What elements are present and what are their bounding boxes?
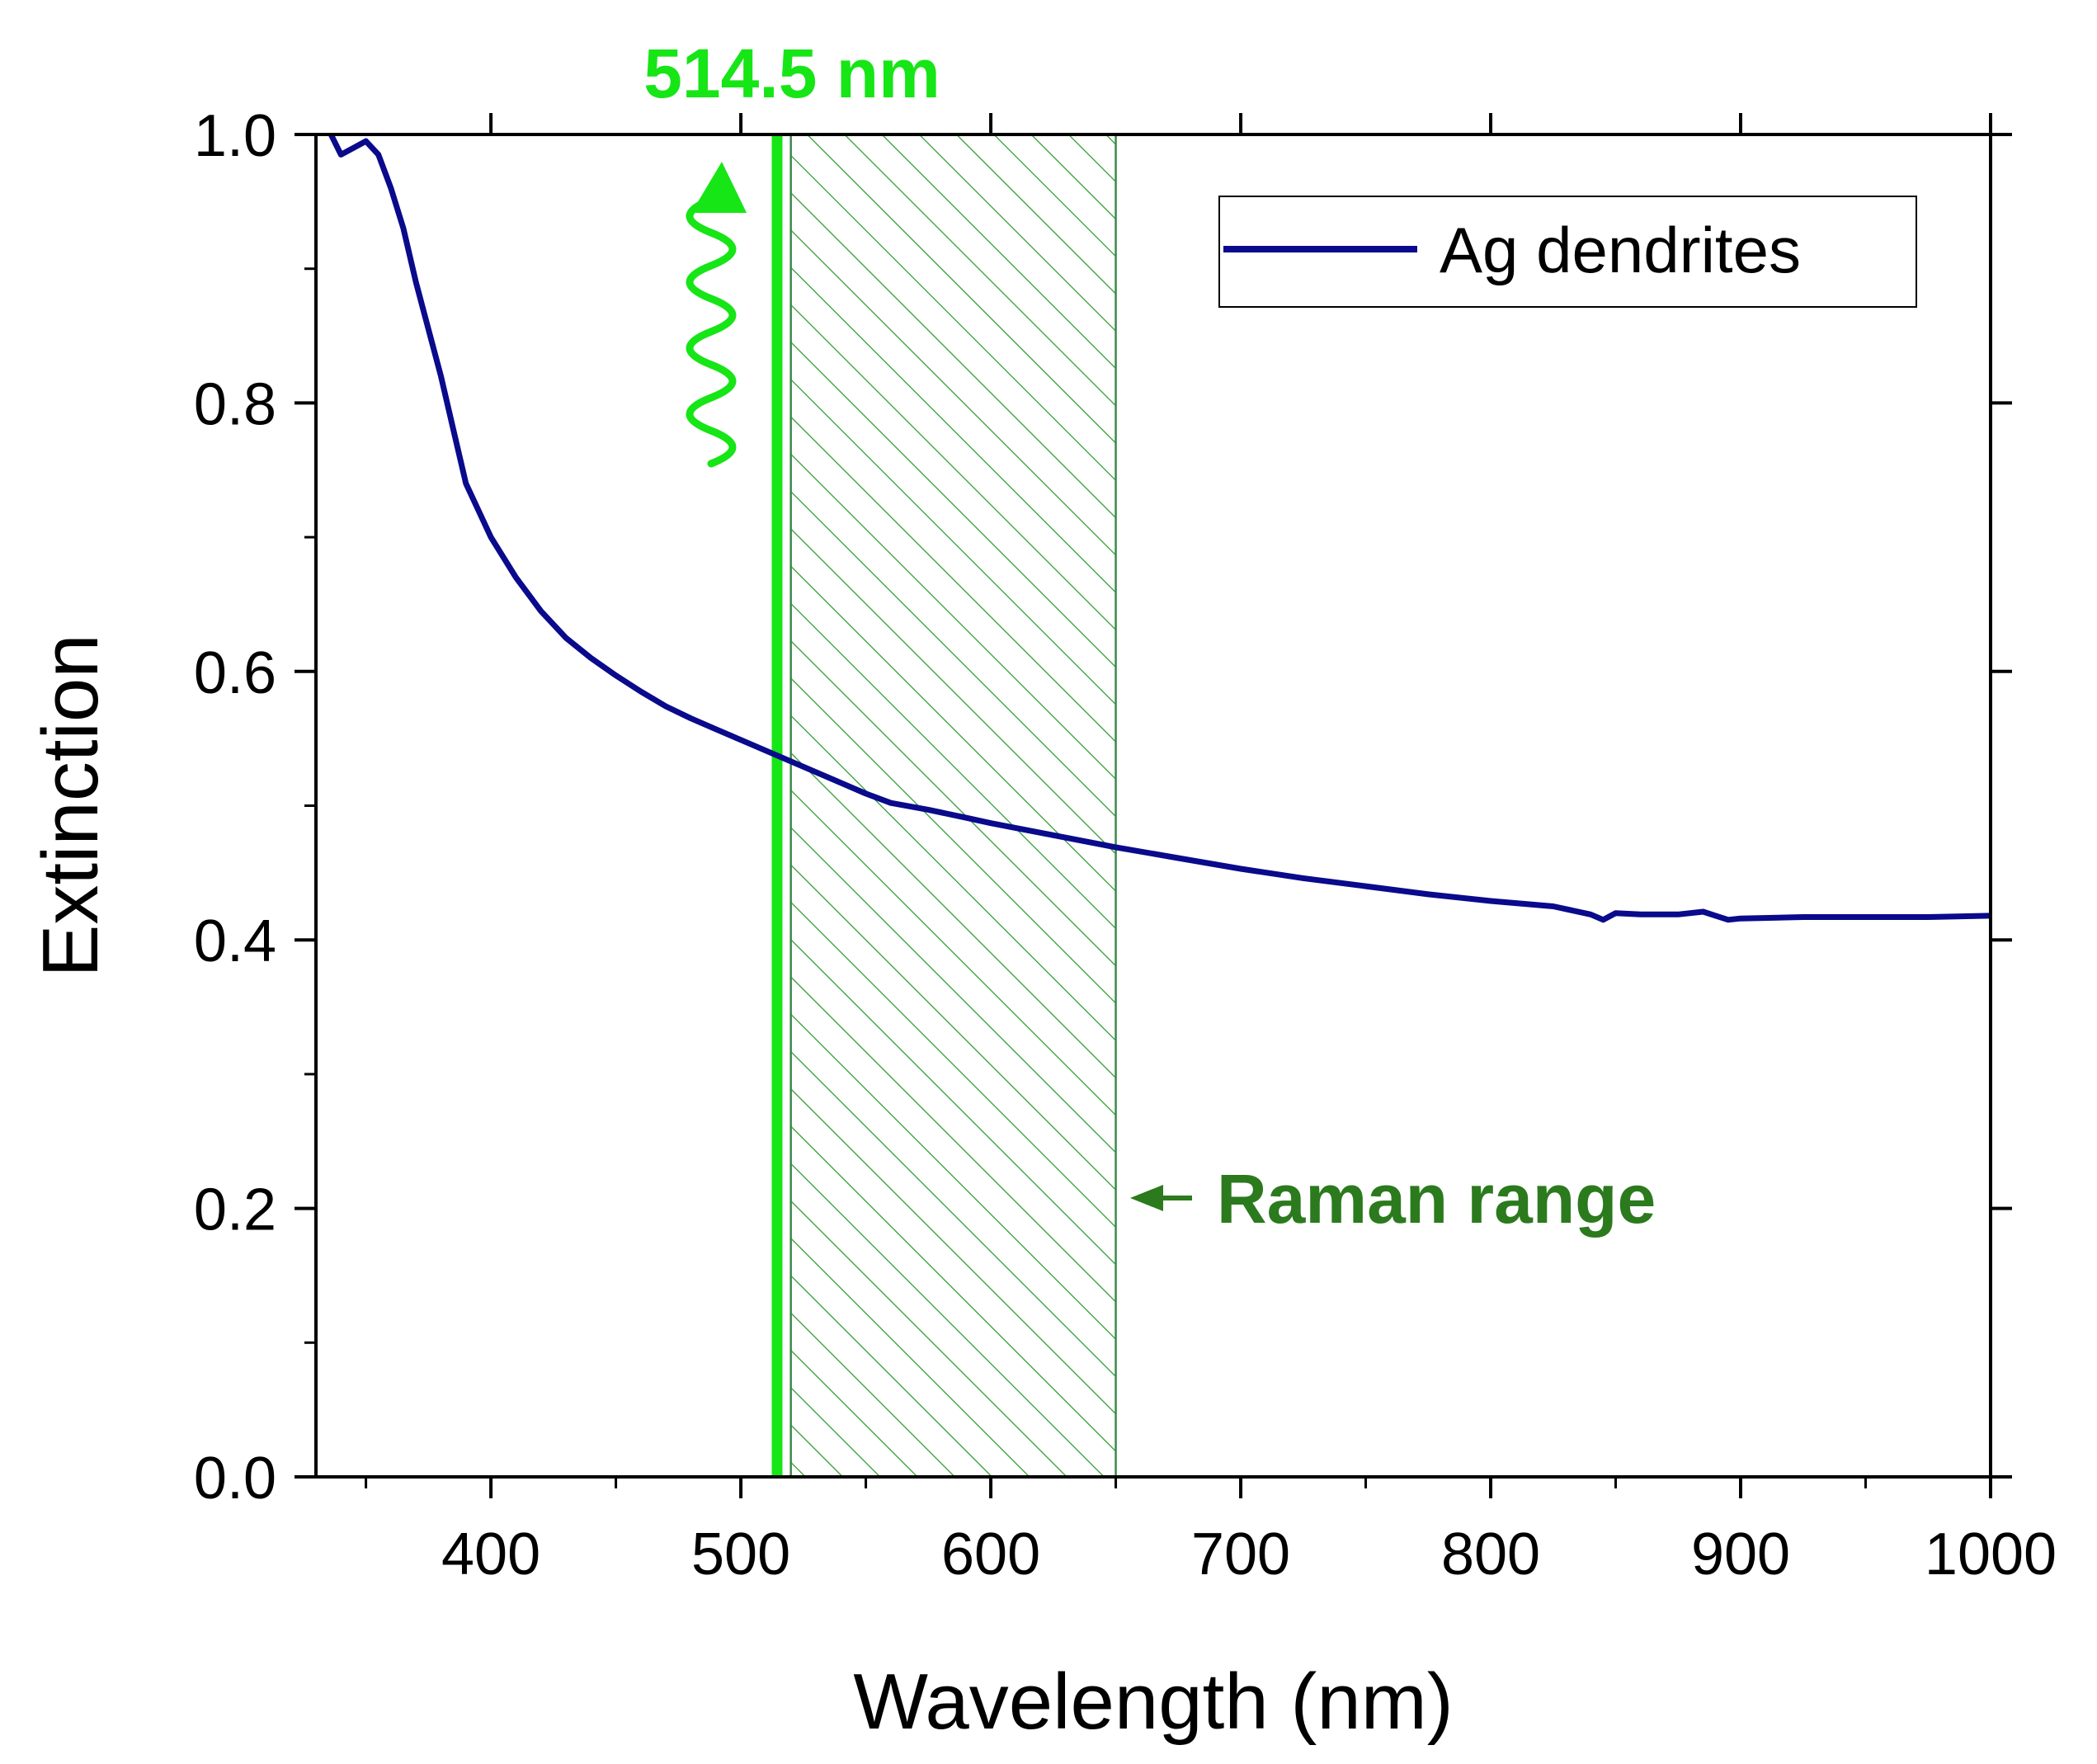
x-axis-ticks: 400 500 600 700 800 900 1000 bbox=[365, 113, 2057, 1587]
axes-frame bbox=[314, 133, 1992, 1479]
legend: Ag dendrites bbox=[1218, 196, 1917, 308]
series-layer bbox=[328, 133, 1991, 923]
x-tick-label: 600 bbox=[941, 1521, 1040, 1587]
y-tick-label: 0.8 bbox=[194, 371, 276, 437]
y-tick-label: 0.4 bbox=[194, 908, 276, 974]
laser-wavelength-label: 514.5 nm bbox=[643, 35, 940, 112]
raman-range-label: Raman range bbox=[1217, 1160, 1656, 1238]
raman-range-band bbox=[789, 133, 1117, 1479]
y-axis-title: Extinction bbox=[26, 634, 115, 977]
raman-annotation: Raman range bbox=[1130, 1160, 1656, 1238]
series-line-ag-dendrites bbox=[328, 133, 1991, 923]
y-tick-label: 0.6 bbox=[194, 640, 276, 706]
y-tick-label: 0.0 bbox=[194, 1446, 276, 1512]
x-tick-label: 1000 bbox=[1925, 1521, 2057, 1587]
y-axis-ticks: 0.0 0.2 0.4 0.6 0.8 1.0 bbox=[194, 103, 2012, 1512]
laser-annotation: 514.5 nm bbox=[643, 35, 940, 468]
raman-band-layer bbox=[789, 133, 1117, 1479]
x-tick-label: 700 bbox=[1191, 1521, 1290, 1587]
y-tick-label: 0.2 bbox=[194, 1177, 276, 1243]
x-tick-label: 900 bbox=[1691, 1521, 1790, 1587]
photon-wave-icon bbox=[686, 195, 737, 468]
raman-arrowhead-icon bbox=[1130, 1185, 1163, 1211]
x-tick-label: 400 bbox=[441, 1521, 540, 1587]
x-axis-title: Wavelength (nm) bbox=[853, 1658, 1453, 1746]
plot-frame bbox=[314, 133, 1992, 1479]
y-tick-label: 1.0 bbox=[194, 103, 276, 169]
legend-label-ag-dendrites: Ag dendrites bbox=[1440, 214, 1801, 286]
photon-arrowhead-icon bbox=[691, 162, 747, 213]
x-tick-label: 500 bbox=[691, 1521, 790, 1587]
x-tick-label: 800 bbox=[1441, 1521, 1540, 1587]
